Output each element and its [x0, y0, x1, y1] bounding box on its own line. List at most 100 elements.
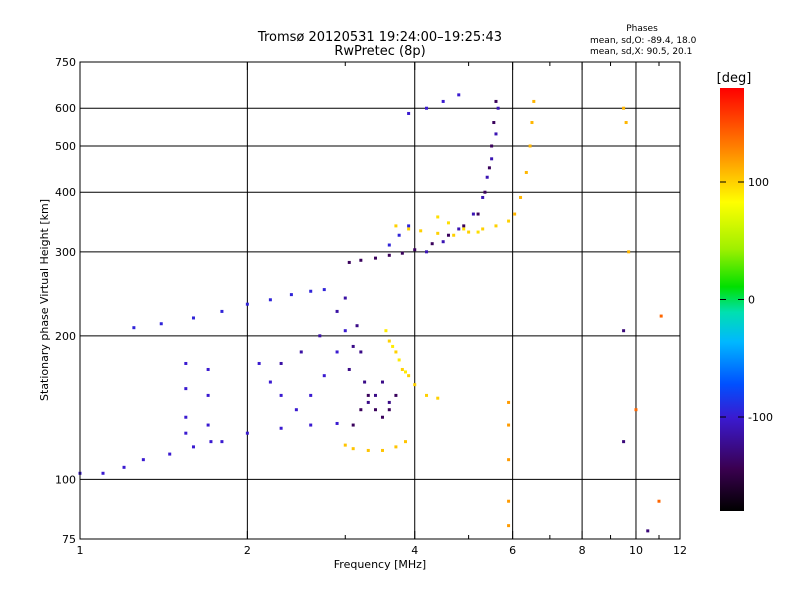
data-point: [413, 383, 417, 387]
data-point: [387, 243, 391, 247]
data-point: [436, 215, 440, 219]
data-point: [184, 415, 188, 419]
data-point: [245, 302, 249, 306]
data-point: [407, 224, 411, 228]
data-point: [355, 324, 359, 328]
data-point: [289, 293, 293, 297]
data-point: [335, 421, 339, 425]
data-point: [373, 408, 377, 412]
data-point: [141, 458, 145, 462]
data-point: [407, 374, 411, 378]
data-point: [622, 329, 626, 333]
data-point: [309, 289, 313, 293]
data-point: [122, 465, 126, 469]
colorbar-ticks: 100 0 -100: [720, 176, 773, 424]
y-tick-label: 200: [55, 330, 76, 343]
data-point: [220, 440, 224, 444]
x-tick-label: 10: [629, 544, 643, 557]
data-point: [322, 288, 326, 292]
data-point: [132, 326, 136, 330]
x-axis-label: Frequency [MHz]: [334, 558, 426, 571]
data-point: [343, 329, 347, 333]
data-point: [513, 212, 517, 216]
data-point: [485, 175, 489, 179]
data-point: [483, 190, 487, 194]
stats-line-o: mean, sd,O: -89.4, 18.0: [590, 36, 697, 46]
data-point: [457, 227, 461, 231]
data-point: [343, 296, 347, 300]
data-point: [419, 229, 423, 233]
data-point: [387, 400, 391, 404]
data-points: [78, 93, 663, 533]
data-point: [351, 423, 355, 427]
data-point: [462, 224, 466, 228]
data-point: [168, 452, 172, 456]
phase-stats: Phases mean, sd,O: -89.4, 18.0 mean, sd,…: [590, 24, 697, 57]
data-point: [404, 370, 408, 374]
data-point: [467, 230, 471, 234]
data-point: [184, 387, 188, 391]
data-point: [366, 393, 370, 397]
data-point: [343, 443, 347, 447]
colorbar-tick-label: 100: [748, 176, 769, 189]
x-tick-labels: 1 2 4 6 8 10 12: [77, 544, 688, 557]
data-point: [394, 224, 398, 228]
y-tick-label: 75: [62, 533, 76, 546]
data-point: [457, 93, 461, 97]
data-point: [441, 240, 445, 244]
data-point: [507, 524, 511, 528]
data-point: [430, 242, 434, 246]
data-point: [373, 256, 377, 260]
x-tick-label: 4: [411, 544, 418, 557]
data-point: [634, 408, 638, 412]
data-point: [624, 121, 628, 125]
data-point: [159, 322, 163, 326]
data-point: [622, 440, 626, 444]
data-point: [494, 224, 498, 228]
data-point: [413, 248, 417, 252]
y-tick-label: 300: [55, 246, 76, 259]
data-point: [335, 309, 339, 313]
data-point: [279, 361, 283, 365]
data-point: [528, 144, 532, 148]
data-point: [359, 258, 363, 262]
plot-frame: [79, 61, 681, 540]
data-point: [335, 350, 339, 354]
data-point: [206, 423, 210, 427]
data-point: [407, 111, 411, 115]
data-point: [400, 251, 404, 255]
data-point: [507, 219, 511, 223]
data-point: [471, 212, 475, 216]
data-point: [524, 170, 528, 174]
data-point: [309, 393, 313, 397]
data-point: [490, 144, 494, 148]
data-point: [407, 227, 411, 231]
data-point: [657, 499, 661, 503]
data-point: [184, 361, 188, 365]
data-point: [404, 440, 408, 444]
data-point: [220, 309, 224, 313]
data-point: [366, 448, 370, 452]
y-tick-label: 750: [55, 56, 76, 69]
data-point: [496, 106, 500, 110]
data-point: [101, 471, 105, 475]
data-point: [279, 393, 283, 397]
data-point: [394, 350, 398, 354]
data-point: [257, 361, 261, 365]
data-point: [366, 400, 370, 404]
data-point: [380, 415, 384, 419]
data-point: [363, 380, 367, 384]
data-point: [245, 431, 249, 435]
data-point: [507, 400, 511, 404]
data-point: [380, 380, 384, 384]
data-point: [206, 367, 210, 371]
data-point: [490, 157, 494, 161]
data-point: [351, 344, 355, 348]
data-point: [481, 195, 485, 199]
data-point: [394, 445, 398, 449]
data-point: [347, 367, 351, 371]
data-point: [387, 339, 391, 343]
data-point: [519, 195, 523, 199]
data-point: [507, 423, 511, 427]
